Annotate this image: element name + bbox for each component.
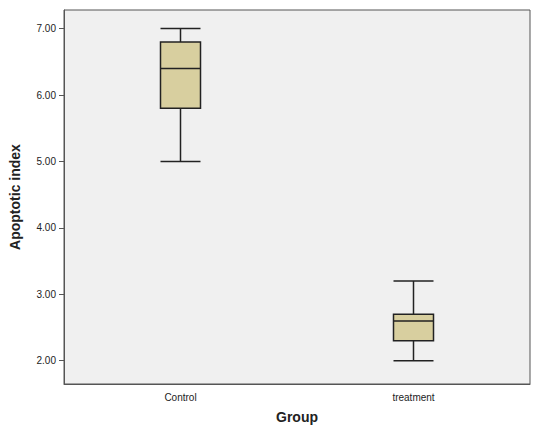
svg-text:2.00: 2.00 — [37, 355, 57, 366]
svg-text:Control: Control — [164, 392, 196, 403]
svg-text:Apoptotic index: Apoptotic index — [7, 144, 23, 250]
svg-text:5.00: 5.00 — [37, 156, 57, 167]
svg-text:7.00: 7.00 — [37, 23, 57, 34]
svg-text:6.00: 6.00 — [37, 90, 57, 101]
svg-text:3.00: 3.00 — [37, 289, 57, 300]
svg-text:Group: Group — [276, 409, 318, 425]
svg-text:4.00: 4.00 — [37, 222, 57, 233]
svg-text:treatment: treatment — [392, 392, 434, 403]
